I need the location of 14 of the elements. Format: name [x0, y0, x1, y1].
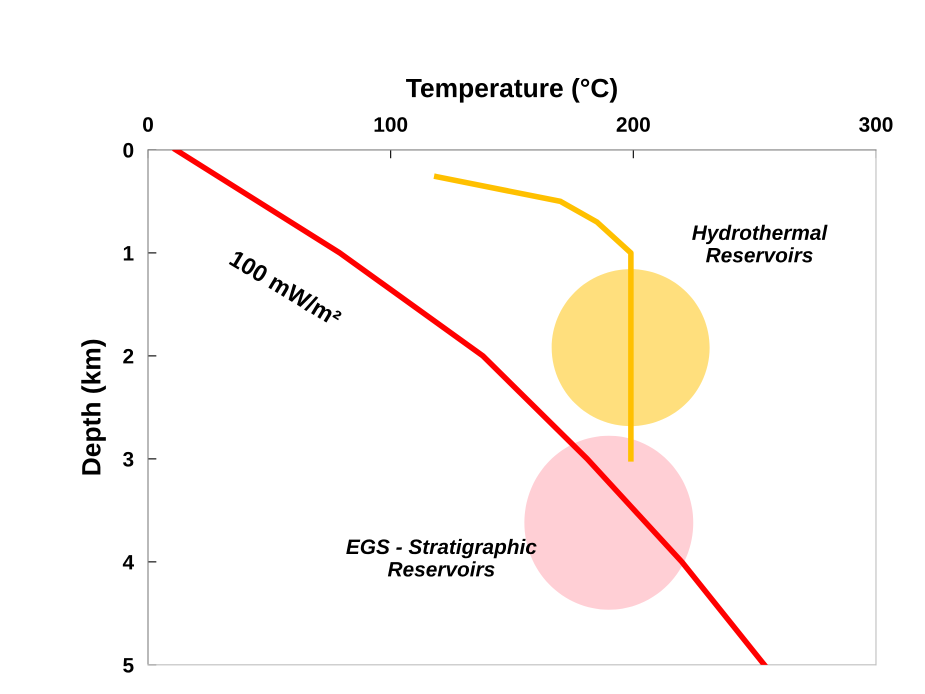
x-tick-label: 100	[374, 117, 408, 132]
y-axis-title: Depth (km)	[81, 340, 106, 475]
y-tick-label: 3	[123, 452, 134, 467]
annotation: Hydrothermal Reservoirs	[692, 224, 828, 262]
y-tick-label: 5	[123, 658, 134, 673]
x-axis-title: Temperature (°C)	[406, 78, 617, 103]
annotation: EGS - Stratigraphic Reservoirs	[346, 538, 537, 577]
x-tick-label: 200	[616, 117, 650, 132]
x-tick-label: 0	[143, 117, 153, 132]
y-tick-label: 4	[122, 555, 134, 570]
x-tick-label: 300	[859, 117, 893, 132]
y-tick-label: 1	[124, 246, 134, 260]
y-tick-label: 2	[123, 348, 134, 364]
y-tick-label: 0	[123, 142, 134, 158]
